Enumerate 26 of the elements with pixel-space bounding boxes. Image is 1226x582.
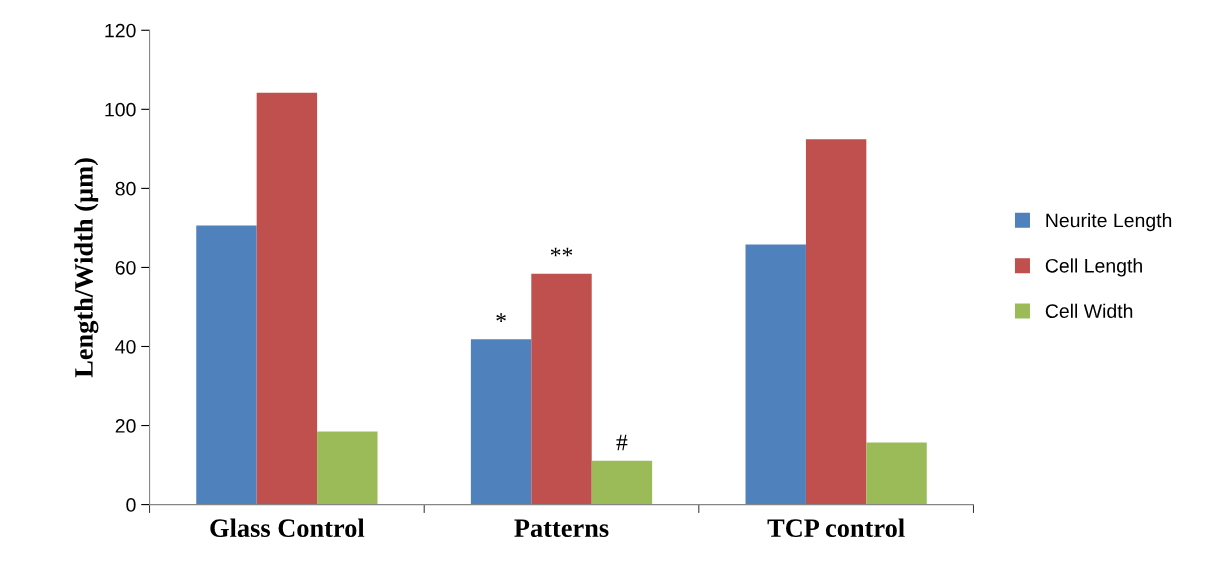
y-tick-label: 0 (126, 498, 136, 512)
bar (256, 92, 318, 505)
bar (866, 442, 927, 505)
x-tick-label: Patterns (514, 519, 609, 538)
bar (805, 139, 867, 505)
x-tick-label: Glass Control (210, 518, 365, 538)
y-tick-label: 60 (115, 260, 136, 275)
y-axis-title: Length/Width (µm) (74, 158, 99, 378)
annotation: * (496, 313, 506, 322)
legend-label: Neurite Length (1046, 213, 1172, 232)
annotation: ** (550, 247, 573, 257)
bar (531, 273, 592, 505)
x-tick-label: TCP control (767, 518, 905, 538)
y-tick-label: 120 (105, 23, 136, 38)
bar (470, 339, 532, 505)
bar (745, 244, 806, 505)
legend-label: Cell Width (1045, 303, 1133, 318)
y-tick-label: 40 (115, 339, 136, 354)
annotation: # (616, 434, 628, 451)
legend-label: Cell Length (1045, 258, 1142, 277)
y-tick-label: 20 (115, 419, 136, 433)
bar (196, 225, 257, 505)
bar (591, 460, 653, 505)
y-tick-label: 80 (115, 181, 136, 196)
bar (317, 431, 378, 505)
y-tick-label: 100 (105, 102, 136, 117)
